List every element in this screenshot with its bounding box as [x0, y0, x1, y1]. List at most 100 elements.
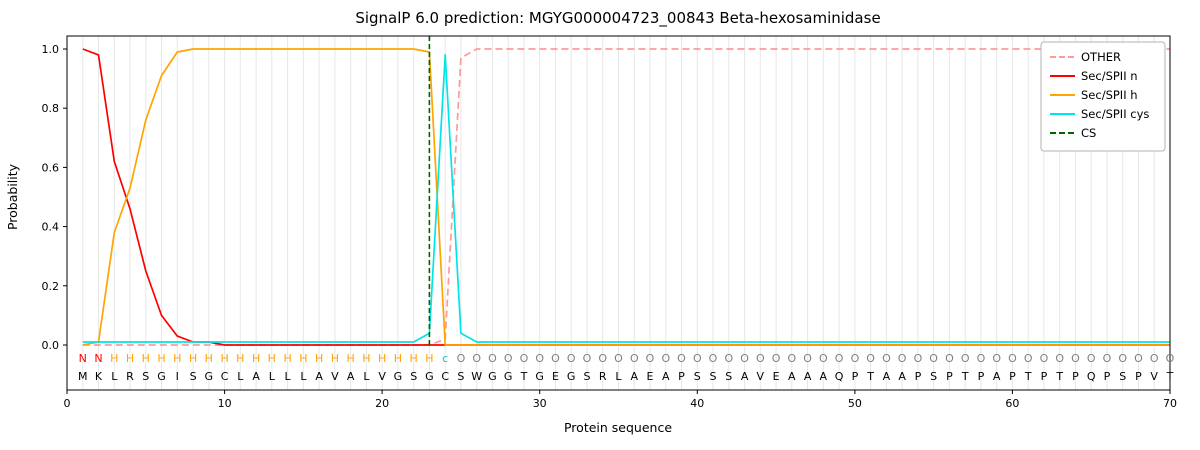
annotation-letter: O: [977, 352, 986, 365]
annotation-letter: O: [598, 352, 607, 365]
annotation-letter: O: [630, 352, 639, 365]
sequence-letter: P: [852, 370, 859, 383]
annotation-letter: H: [142, 352, 150, 365]
sequence-letter: G: [567, 370, 576, 383]
x-tick-label: 20: [375, 397, 389, 410]
sequence-letter: V: [331, 370, 339, 383]
legend-box: [1040, 41, 1166, 152]
sequence-letter: L: [285, 370, 292, 383]
sequence-letter: Q: [1087, 370, 1096, 383]
annotation-letter: O: [535, 352, 544, 365]
series-line-sec-spii-h: [82, 48, 1170, 346]
sequence-letter: V: [378, 370, 386, 383]
sequence-letter: L: [111, 370, 118, 383]
sequence-letter: A: [662, 370, 670, 383]
sequence-letter: C: [221, 370, 229, 383]
annotation-letter: O: [803, 352, 812, 365]
annotation-letter: O: [1134, 352, 1143, 365]
x-tick-label: 50: [848, 397, 862, 410]
sequence-letter: G: [394, 370, 403, 383]
legend-label: Sec/SPII cys: [1081, 107, 1149, 121]
annotation-letter: O: [567, 352, 576, 365]
sequence-letter: A: [788, 370, 796, 383]
sequence-letter: T: [961, 370, 969, 383]
sequence-letter: A: [820, 370, 828, 383]
annotation-letter: N: [94, 352, 102, 365]
legend-label: OTHER: [1081, 50, 1121, 64]
annotation-letter: O: [992, 352, 1001, 365]
annotation-letter: H: [189, 352, 197, 365]
y-tick-label: 0.4: [42, 221, 60, 234]
sequence-letter: A: [252, 370, 260, 383]
annotation-letter: H: [110, 352, 118, 365]
annotation-letter: H: [331, 352, 339, 365]
annotation-letter: O: [772, 352, 781, 365]
annotation-letter: H: [410, 352, 418, 365]
annotation-letter: O: [1087, 352, 1096, 365]
annotation-letter: O: [472, 352, 481, 365]
annotation-letter: H: [205, 352, 213, 365]
annotation-letter: O: [1008, 352, 1017, 365]
annotation-letter: O: [488, 352, 497, 365]
sequence-letter: P: [946, 370, 953, 383]
sequence-letter: A: [315, 370, 323, 383]
annotation-letter: N: [79, 352, 87, 365]
sequence-letter: L: [363, 370, 370, 383]
sequence-letter: P: [915, 370, 922, 383]
y-tick-label: 0.6: [42, 161, 60, 174]
probability-series: [82, 48, 1170, 346]
annotation-letter: c: [442, 352, 448, 365]
annotation-letter: O: [709, 352, 718, 365]
annotation-letter: O: [866, 352, 875, 365]
annotation-letter: O: [457, 352, 466, 365]
sequence-letter: G: [157, 370, 166, 383]
sequence-letter: G: [504, 370, 513, 383]
gridlines: [82, 36, 1171, 390]
sequence-letter: R: [126, 370, 134, 383]
sequence-letter: P: [1041, 370, 1048, 383]
sequence-letter: P: [678, 370, 685, 383]
x-tick-label: 0: [64, 397, 71, 410]
sequence-letter: L: [300, 370, 307, 383]
sequence-letter: R: [599, 370, 607, 383]
annotation-letter: O: [914, 352, 923, 365]
series-line-sec-spii-n: [82, 48, 1170, 346]
annotation-letter: H: [394, 352, 402, 365]
sequence-letter: G: [205, 370, 214, 383]
annotation-letter: O: [1024, 352, 1033, 365]
annotation-letter: O: [1103, 352, 1112, 365]
sequence-letter: P: [1104, 370, 1111, 383]
sequence-letter: I: [176, 370, 179, 383]
sequence-letter: L: [615, 370, 622, 383]
sequence-letter: P: [1135, 370, 1142, 383]
sequence-letter: S: [710, 370, 717, 383]
sequence-letter: V: [757, 370, 765, 383]
legend: OTHER Sec/SPII n Sec/SPII h Sec/SPII cys CS: [1040, 41, 1166, 152]
annotation-letter: H: [268, 352, 276, 365]
sequence-letter: A: [883, 370, 891, 383]
annotation-letter: O: [551, 352, 560, 365]
y-tick-label: 0.2: [42, 280, 60, 293]
x-tick-label: 30: [533, 397, 547, 410]
sequence-letter: S: [930, 370, 937, 383]
plot-border: [66, 35, 1171, 391]
annotation-letter: O: [945, 352, 954, 365]
sequence-letter: Q: [835, 370, 844, 383]
sequence-letter: E: [552, 370, 559, 383]
sequence-letter: T: [1024, 370, 1032, 383]
sequence-letter: A: [741, 370, 749, 383]
annotation-letter: O: [835, 352, 844, 365]
sequence-letter: S: [457, 370, 464, 383]
sequence-letter: P: [1072, 370, 1079, 383]
series-line-sec-spii-cys: [82, 54, 1170, 343]
annotation-letter: H: [220, 352, 228, 365]
sequence-letter: T: [1166, 370, 1174, 383]
sequence-letter: T: [520, 370, 528, 383]
annotation-letter: O: [1055, 352, 1064, 365]
annotation-letter: H: [425, 352, 433, 365]
annotation-letter: O: [1118, 352, 1127, 365]
sequence-letter: G: [488, 370, 497, 383]
sequence-letter: S: [142, 370, 149, 383]
